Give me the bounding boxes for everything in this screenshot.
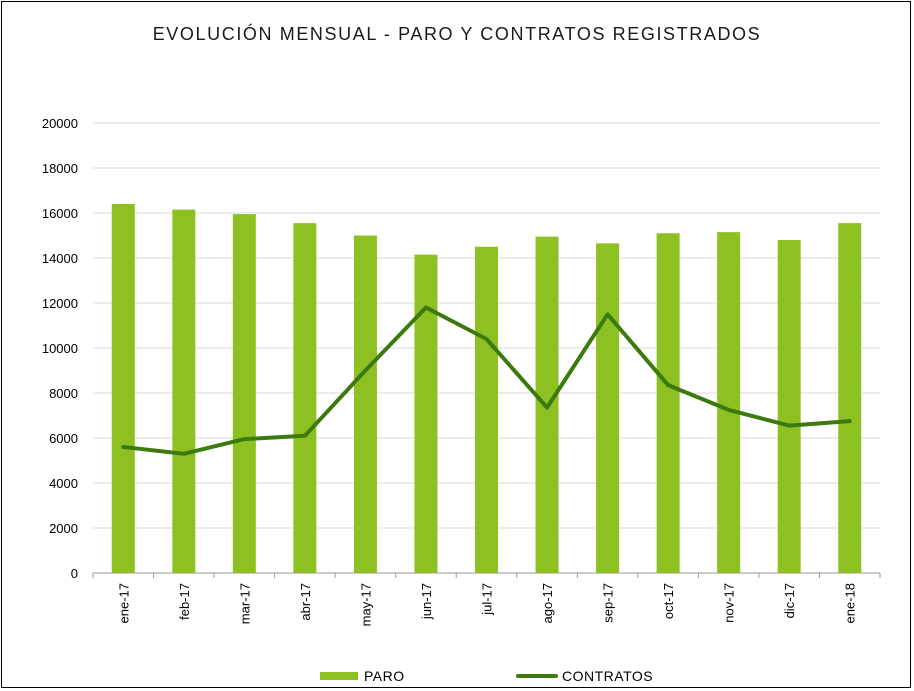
bar-paro-oct-17	[656, 233, 680, 573]
x-tick-label: nov-17	[722, 583, 737, 623]
y-tick-label: 6000	[49, 431, 78, 446]
x-tick-label: dic-17	[782, 583, 797, 618]
bar-paro-jun-17	[414, 254, 438, 573]
legend-swatch-paro	[320, 672, 358, 680]
bar-paro-may-17	[353, 235, 377, 573]
chart-title: EVOLUCIÓN MENSUAL - PARO Y CONTRATOS REG…	[152, 24, 762, 44]
contratos-line	[121, 305, 852, 456]
x-tick-label: feb-17	[177, 583, 192, 620]
y-tick-label: 12000	[42, 296, 78, 311]
bar-paro-dic-17	[777, 240, 801, 573]
bar-paro-sep-17	[596, 243, 620, 573]
x-tick-label: oct-17	[661, 583, 676, 619]
y-axis-ticks: 0 2000 4000 6000 8000 10000 12000 14000 16000 180…	[42, 116, 78, 581]
legend-label-contratos: CONTRATOS	[562, 668, 653, 684]
x-tick-label: ene-17	[116, 583, 131, 623]
x-tick-label: mar-17	[237, 583, 252, 624]
legend-label-paro: PARO	[364, 668, 405, 684]
x-tick-label: abr-17	[298, 583, 313, 621]
paro-bars	[111, 204, 862, 573]
y-tick-label: 2000	[49, 521, 78, 536]
bar-paro-ene-18	[838, 223, 862, 573]
bar-paro-mar-17	[232, 214, 256, 573]
bar-paro-abr-17	[293, 223, 317, 573]
x-tick-label: jun-17	[419, 583, 434, 620]
x-tick-label: sep-17	[601, 583, 616, 623]
x-axis-ticks: ene-17 feb-17 mar-17 abr-17 may-17 jun-17 jul-…	[116, 583, 857, 626]
y-tick-label: 14000	[42, 251, 78, 266]
legend: PARO CONTRATOS	[320, 668, 653, 684]
bar-paro-ene-17	[111, 204, 135, 573]
x-tick-label: ago-17	[540, 583, 555, 623]
y-tick-label: 10000	[42, 341, 78, 356]
y-tick-label: 20000	[42, 116, 78, 131]
x-tick-label: jul-17	[480, 583, 495, 616]
x-tick-label: ene-18	[843, 583, 858, 623]
bar-paro-nov-17	[717, 232, 741, 573]
bar-paro-jul-17	[475, 246, 498, 573]
y-tick-label: 0	[71, 566, 78, 581]
y-tick-label: 16000	[42, 206, 78, 221]
y-tick-label: 18000	[42, 161, 78, 176]
y-tick-label: 4000	[49, 476, 78, 491]
x-tick-label: may-17	[358, 583, 373, 626]
bar-paro-feb-17	[172, 209, 196, 573]
y-tick-label: 8000	[49, 386, 78, 401]
